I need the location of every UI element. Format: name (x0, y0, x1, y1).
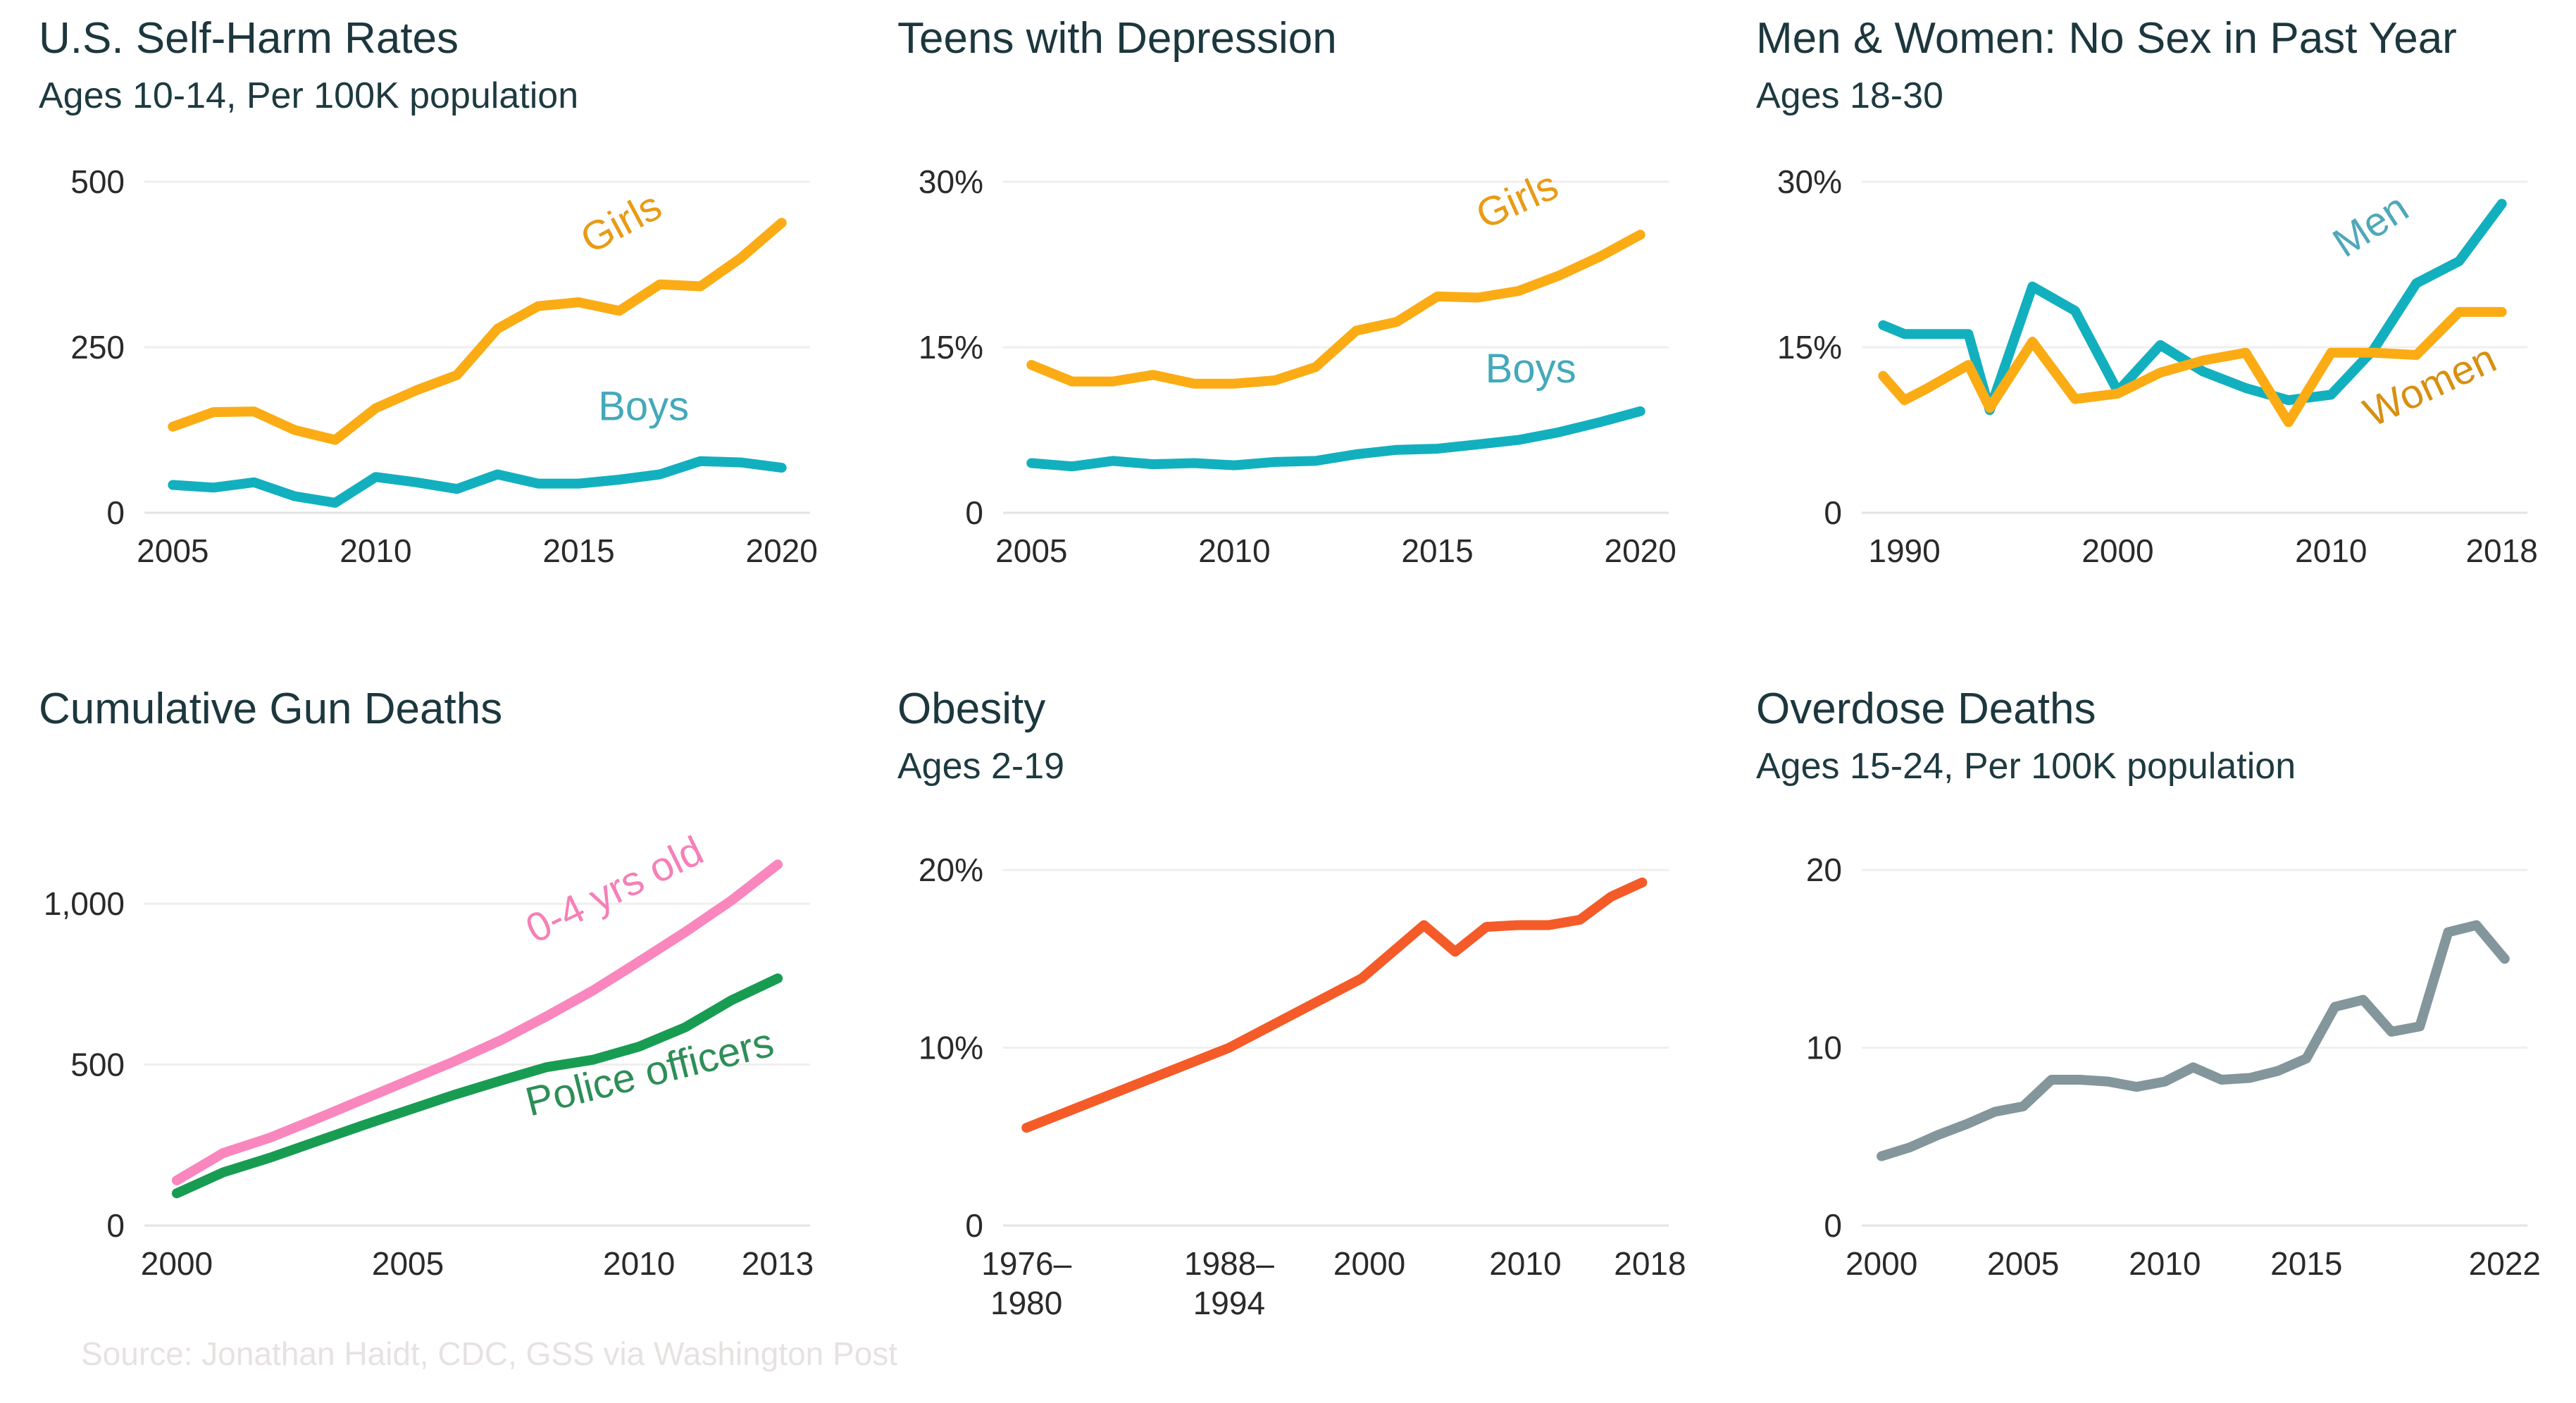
chart-title: Overdose Deaths (1756, 685, 2096, 733)
chart-title: Teens with Depression (897, 14, 1337, 63)
line-chart-depression: 0 15% 30% 2005 2010 2015 2020 Girls Boys (919, 163, 1676, 570)
series-label-girls: Girls (573, 183, 669, 263)
line-chart-overdose: 0 10 20 2000 2005 2010 2015 2022 (1806, 852, 2541, 1283)
series-line-police-officers (171, 973, 783, 1199)
chart-subtitle: Ages 15-24, Per 100K population (1756, 746, 2296, 787)
chart-cell-gun-deaths: Cumulative Gun Deaths 0 500 1,000 2000 2005 2… (0, 634, 859, 1403)
chart-title: Men & Women: No Sex in Past Year (1756, 14, 2457, 63)
y-tick-label: 15% (1777, 329, 1842, 366)
x-tick-label: 2000 (141, 1245, 213, 1282)
series-line-women (1878, 307, 2507, 428)
x-tick-label: 2015 (1401, 532, 1473, 569)
x-tick-label: 1980 (990, 1285, 1062, 1321)
x-tick-label: 2013 (742, 1245, 814, 1282)
x-tick-label: 2010 (1198, 532, 1270, 569)
series-line-girls (1026, 230, 1645, 389)
x-tick-label: 2010 (340, 532, 411, 569)
x-tick-label: 2020 (745, 532, 817, 569)
x-tick-label: 1976– (981, 1245, 1071, 1282)
source-note: Source: Jonathan Haidt, CDC, GSS via Was… (81, 1335, 898, 1372)
series-label-boys: Boys (1486, 346, 1576, 392)
series-label-police-officers: Police officers (521, 1020, 778, 1125)
chart-cell-overdose: Overdose Deaths Ages 15-24, Per 100K pop… (1717, 634, 2576, 1403)
chart-subtitle (39, 744, 859, 790)
x-tick-label: 2022 (2469, 1245, 2541, 1282)
y-tick-label: 0 (1824, 1207, 1842, 1244)
chart-title: U.S. Self-Harm Rates (39, 14, 459, 63)
x-tick-label: 2015 (2270, 1245, 2342, 1282)
y-tick-label: 20% (919, 852, 983, 889)
y-tick-label: 0 (106, 1207, 125, 1244)
line-chart-obesity: 0 10% 20% 1976–1980 1988–1994 2000 2010 2018 (919, 852, 1686, 1322)
chart-cell-self-harm: U.S. Self-Harm Rates Ages 10-14, Per 100… (0, 0, 859, 634)
chart-title: Obesity (897, 685, 1046, 733)
x-tick-label: 2018 (2465, 532, 2537, 569)
y-tick-label: 30% (1777, 163, 1842, 200)
y-tick-label: 0 (965, 1207, 983, 1244)
y-tick-label: 20 (1806, 852, 1842, 889)
x-tick-label: 2010 (2295, 532, 2367, 569)
y-tick-label: 250 (70, 329, 125, 366)
x-tick-label: 1990 (1868, 532, 1940, 569)
y-tick-label: 30% (919, 163, 983, 200)
chart-cell-obesity: Obesity Ages 2-19 0 10% 20% 1976– 1980 1988– 1… (859, 634, 1717, 1403)
x-tick-label: 2000 (2082, 532, 2153, 569)
series-label-boys: Boys (598, 384, 689, 430)
y-tick-label: 500 (70, 1047, 125, 1083)
series-line-boys (168, 456, 787, 509)
x-tick-label: 2005 (1987, 1245, 2059, 1282)
x-tick-label: 2010 (2129, 1245, 2201, 1282)
series-line-0-4-yrs-old (171, 859, 783, 1186)
y-tick-label: 0 (1824, 494, 1842, 531)
series-line-girls (168, 218, 787, 445)
y-tick-label: 15% (919, 329, 983, 366)
chart-subtitle: Ages 2-19 (897, 746, 1065, 787)
x-tick-label: 2000 (1333, 1245, 1405, 1282)
chart-subtitle (897, 73, 1717, 120)
y-tick-label: 1,000 (44, 885, 125, 922)
series-line-boys (1026, 406, 1645, 472)
line-chart-self-harm: 0 250 500 2005 2010 2015 2020 Girls Boys (70, 163, 818, 569)
x-tick-label: 2000 (1846, 1245, 1917, 1282)
y-tick-label: 500 (70, 163, 125, 200)
x-tick-label: 2005 (995, 532, 1067, 569)
x-tick-label: 2018 (1614, 1245, 1686, 1282)
series-label-girls: Girls (1469, 163, 1564, 239)
series-label-men: Men (2325, 185, 2416, 266)
y-tick-label: 10% (919, 1030, 983, 1066)
y-tick-label: 0 (106, 494, 125, 531)
x-tick-label: 2005 (372, 1245, 444, 1282)
x-tick-label: 2010 (603, 1245, 675, 1282)
chart-title: Cumulative Gun Deaths (39, 685, 503, 733)
series-line-obesity-rate (1021, 878, 1648, 1133)
chart-subtitle: Ages 18-30 (1756, 75, 1943, 117)
y-tick-label: 10 (1806, 1030, 1842, 1066)
series-line-overdose-deaths (1877, 920, 2510, 1161)
y-tick-label: 0 (965, 494, 983, 531)
chart-cell-no-sex: Men & Women: No Sex in Past Year Ages 18… (1717, 0, 2576, 634)
x-tick-label: 2015 (542, 532, 614, 569)
series-line-men (1878, 199, 2507, 416)
x-tick-label: 2005 (137, 532, 209, 569)
x-tick-label: 2020 (1604, 532, 1676, 569)
chart-cell-depression: Teens with Depression 0 15% 30% 2005 2010 201… (859, 0, 1717, 634)
x-tick-label: 2010 (1489, 1245, 1561, 1282)
chart-subtitle: Ages 10-14, Per 100K population (39, 75, 579, 117)
x-tick-label: 1994 (1193, 1285, 1265, 1321)
x-tick-label: 1988– (1184, 1245, 1274, 1282)
